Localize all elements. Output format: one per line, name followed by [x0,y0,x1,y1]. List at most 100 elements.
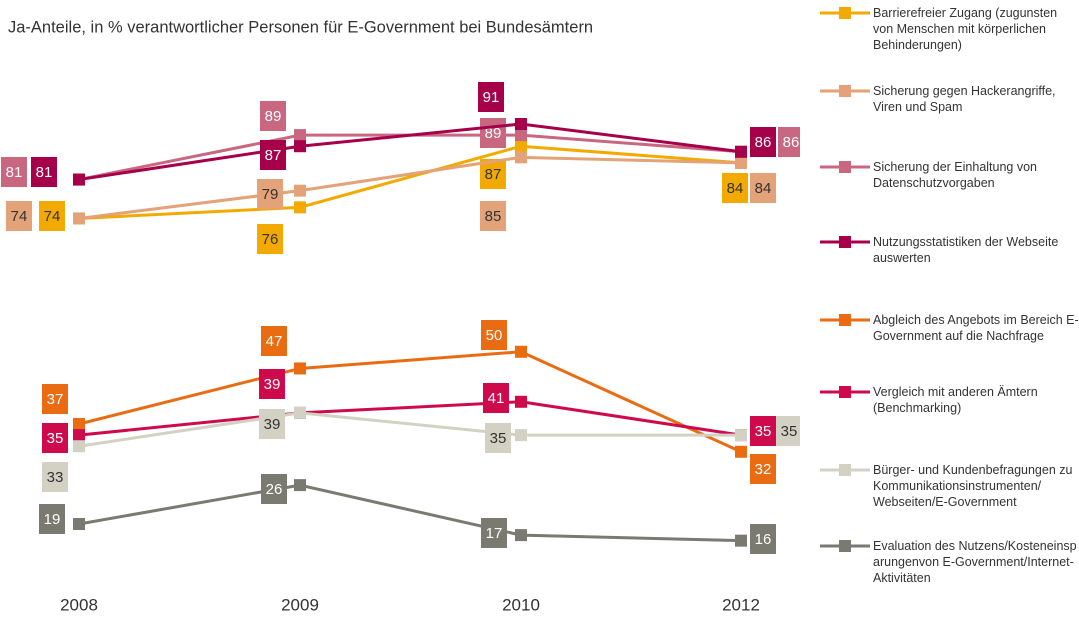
data-label: 35 [755,423,772,440]
point-marker [515,529,527,542]
label-box [42,384,68,414]
label-box [259,409,285,439]
label-box [257,179,283,209]
point-marker [515,129,527,142]
legend-marker [839,540,851,552]
legend-marker [839,236,851,248]
data-label: 19 [44,511,61,528]
legend-label: Bürger- und Kundenbefragungen zu Kommuni… [873,463,1073,509]
legend-label: Sicherung gegen Hackerangriffe, Viren un… [873,84,1056,114]
legend-marker [839,386,851,398]
label-box [778,127,800,157]
data-label: 79 [262,186,279,203]
point-marker [73,518,85,530]
label-box [31,157,57,187]
series-line [78,400,742,437]
data-label: 86 [755,134,772,151]
label-box [722,173,748,203]
series-line [78,122,742,182]
series-line [78,483,742,543]
data-label: 87 [265,147,282,164]
legend-label: Abgleich des Angebots im Bereich E-Gover… [873,313,1079,343]
legend-marker [839,85,851,97]
legend-label: Sicherung der Einhaltung von Datenschutz… [873,160,1038,190]
point-marker [735,534,747,547]
label-box [6,201,32,231]
label-box [39,201,65,231]
point-marker [515,140,527,153]
label-box [260,140,286,170]
data-label: 16 [755,531,772,548]
legend-label: Nutzungsstatistiken der Webseite auswert… [873,235,1059,265]
data-label: 81 [6,164,23,181]
data-label: 89 [485,125,502,142]
label-box [483,383,509,413]
label-box [750,454,776,484]
data-label: 84 [755,180,772,197]
legend-swatch [820,236,870,248]
legend-swatch [820,386,870,398]
point-marker [294,406,306,419]
point-marker [294,362,306,375]
data-label: 39 [264,416,281,433]
data-label: 85 [485,208,502,225]
series-line [78,144,742,220]
point-marker [515,345,527,358]
point-marker [73,173,85,186]
data-label: 26 [266,481,283,498]
legend-marker [839,161,851,173]
data-label: 89 [265,108,282,125]
data-label: 81 [36,164,53,181]
data-label: 41 [488,390,505,407]
point-marker [73,440,85,453]
data-label: 35 [47,430,64,447]
point-marker [735,145,747,158]
label-box [478,82,504,112]
point-marker [515,118,527,130]
point-marker [294,184,306,197]
label-box [480,118,506,148]
data-label: 50 [486,327,503,344]
data-label: 86 [783,134,800,151]
label-box [261,474,287,504]
label-box [257,224,283,254]
point-marker [735,156,747,169]
legend-swatch [820,540,870,552]
label-box [261,326,287,356]
data-label: 74 [44,208,61,225]
point-marker [73,418,85,430]
series-line [78,411,741,448]
data-label: 35 [781,423,798,440]
point-marker [735,445,747,458]
point-marker [73,212,85,225]
label-box [776,416,800,446]
label-box [481,518,507,548]
chart-title: Ja-Anteile, in % verantwortlicher Person… [8,18,593,36]
chart: Ja-Anteile, in % verantwortlicher Person… [1,18,800,614]
data-label: 47 [266,333,283,350]
x-tick-label: 2009 [281,595,319,614]
x-tick-label: 2012 [722,595,760,614]
series-line [78,350,742,454]
legend-label: Evaluation des Nutzens/Kosteneinsparunge… [873,539,1077,585]
data-label: 32 [755,461,772,478]
label-box [750,127,776,157]
label-box [1,157,27,187]
x-tick-label: 2008 [60,595,98,614]
legend-swatch [820,161,870,173]
point-marker [294,201,306,214]
data-label: 84 [727,180,744,197]
label-box [39,504,65,534]
point-marker [515,151,527,164]
label-box [481,320,507,350]
label-box [42,423,68,453]
point-marker [294,129,306,142]
label-box [42,462,68,492]
legend-marker [839,7,851,19]
label-box [750,173,776,203]
data-label: 91 [483,89,500,106]
series-line [78,155,742,220]
data-label: 33 [47,469,64,486]
point-marker [515,395,527,408]
